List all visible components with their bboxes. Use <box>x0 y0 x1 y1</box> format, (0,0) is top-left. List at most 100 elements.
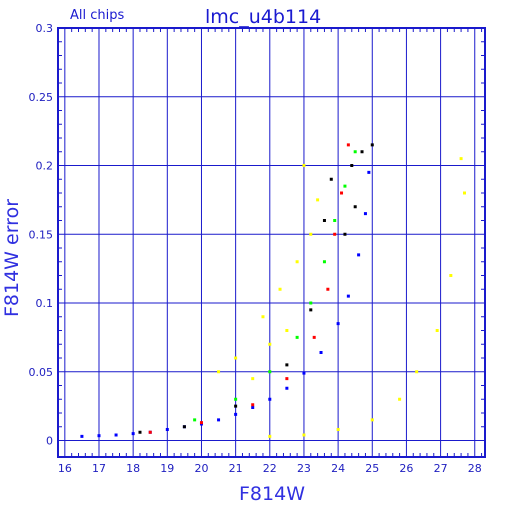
plot-frame <box>57 27 486 458</box>
data-point <box>285 386 289 390</box>
data-point <box>340 191 344 195</box>
data-point <box>309 301 313 305</box>
data-point <box>302 371 306 375</box>
y-tick-labels: 0 0.05 0.1 0.15 0.2 0.25 0.3 <box>29 22 54 448</box>
data-point <box>333 232 337 236</box>
x-tick-label: 24 <box>331 462 345 475</box>
data-point <box>336 322 340 326</box>
x-tick-label: 28 <box>468 462 482 475</box>
data-point <box>268 397 272 401</box>
y-tick-label: 0.2 <box>36 160 54 173</box>
data-point <box>234 356 238 360</box>
data-point <box>278 287 282 291</box>
data-point <box>285 377 289 381</box>
data-point <box>370 418 374 422</box>
data-point <box>165 428 169 431</box>
x-tick-label: 16 <box>58 462 72 475</box>
chart-subtitle: All chips <box>70 8 124 23</box>
data-point <box>326 287 330 291</box>
data-point <box>367 170 371 174</box>
y-axis-label: F814W error <box>1 199 23 317</box>
data-point <box>295 260 299 264</box>
data-point <box>199 421 203 425</box>
y-tick-label: 0.25 <box>29 91 54 104</box>
data-point <box>234 412 238 416</box>
x-tick-label: 23 <box>297 462 311 475</box>
data-point <box>316 198 320 202</box>
x-tick-label: 17 <box>92 462 106 475</box>
data-point <box>319 351 323 354</box>
x-tick-label: 19 <box>160 462 174 475</box>
data-point <box>398 397 402 401</box>
data-point <box>459 157 463 161</box>
data-point <box>363 212 367 216</box>
data-point <box>370 143 374 147</box>
data-point <box>353 150 357 154</box>
data-point <box>251 403 255 407</box>
data-point <box>350 164 354 167</box>
y-tick-label: 0.15 <box>29 228 54 241</box>
data-point <box>322 260 326 264</box>
data-point <box>234 404 238 408</box>
data-point <box>322 219 326 222</box>
x-tick-label: 25 <box>365 462 379 475</box>
data-point <box>295 335 299 339</box>
data-point <box>435 329 439 332</box>
data-point <box>285 329 289 332</box>
data-point <box>343 184 347 188</box>
data-point <box>346 294 350 298</box>
data-point <box>148 430 152 434</box>
data-point <box>312 335 316 339</box>
data-point <box>309 232 313 236</box>
data-point <box>268 434 272 438</box>
data-point <box>268 370 272 374</box>
series-1 <box>217 157 467 438</box>
data-point <box>309 308 313 312</box>
x-tick-label: 18 <box>126 462 140 475</box>
data-point <box>114 433 118 437</box>
data-point <box>285 363 289 367</box>
data-point <box>449 274 453 277</box>
data-point <box>80 434 84 438</box>
x-tick-label: 20 <box>194 462 208 475</box>
data-point <box>268 342 272 346</box>
data-point <box>360 150 364 154</box>
data-point <box>302 164 306 167</box>
y-tick-label: 0.3 <box>36 22 54 35</box>
y-tick-label: 0.05 <box>29 366 54 379</box>
data-point <box>251 406 255 409</box>
data-point <box>329 177 333 181</box>
x-tick-label: 26 <box>399 462 413 475</box>
data-point <box>463 191 467 195</box>
data-point <box>336 428 340 431</box>
data-point <box>97 434 101 438</box>
series-2 <box>193 150 357 422</box>
x-axis-label: F814W <box>239 483 305 505</box>
data-point <box>131 432 135 436</box>
data-point <box>217 370 221 374</box>
x-tick-labels: 16 17 18 19 20 21 22 23 24 25 26 27 28 <box>58 462 482 475</box>
data-point <box>182 425 186 429</box>
data-point <box>353 205 357 209</box>
data-points <box>80 143 467 438</box>
series-4 <box>138 143 374 434</box>
y-tick-label: 0 <box>46 435 53 448</box>
data-point <box>261 315 265 319</box>
data-point <box>333 219 337 222</box>
data-point <box>343 232 347 236</box>
data-point <box>217 418 221 422</box>
data-point <box>302 433 306 437</box>
data-point <box>346 143 350 147</box>
data-point <box>234 397 238 401</box>
series-3 <box>148 143 350 434</box>
data-point <box>251 377 255 381</box>
chart-title: lmc_u4b114 <box>205 6 321 28</box>
y-tick-label: 0.1 <box>36 297 54 310</box>
x-tick-label: 22 <box>263 462 277 475</box>
data-point <box>193 418 197 422</box>
data-point <box>415 370 419 374</box>
x-tick-label: 27 <box>434 462 448 475</box>
x-tick-label: 21 <box>229 462 243 475</box>
